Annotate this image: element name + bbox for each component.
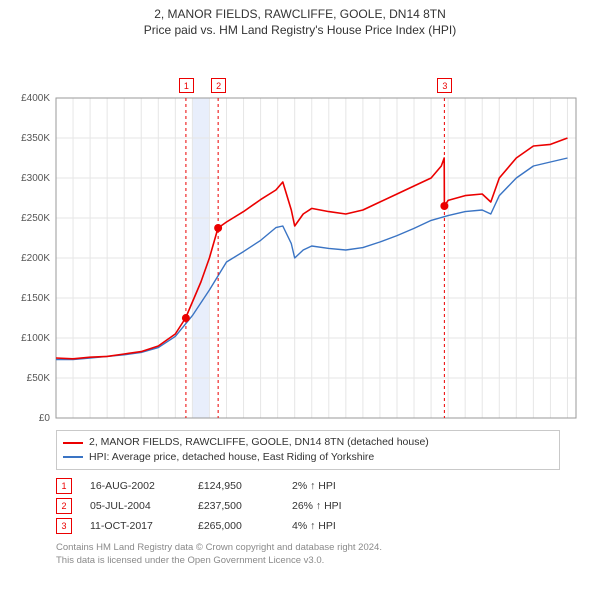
y-tick-label: £0 [39, 413, 51, 424]
chart-area: £0 £50K £100K £150K £200K £250K £300K £350K £400… [0, 44, 600, 424]
event-date: 11-OCT-2017 [90, 520, 180, 532]
event-date: 16-AUG-2002 [90, 480, 180, 492]
footer-line1: Contains HM Land Registry data © Crown c… [56, 542, 560, 555]
legend-swatch-2 [63, 456, 83, 458]
legend: 2, MANOR FIELDS, RAWCLIFFE, GOOLE, DN14 … [56, 430, 560, 469]
event-price: £265,000 [198, 520, 274, 532]
event-price: £124,950 [198, 480, 274, 492]
event-price: £237,500 [198, 500, 274, 512]
footer-line2: This data is licensed under the Open Gov… [56, 555, 560, 568]
line-chart: £0 £50K £100K £150K £200K £250K £300K £350K £400… [0, 44, 600, 424]
event-delta: 2% ↑ HPI [292, 480, 336, 492]
event-row: 2 05-JUL-2004 £237,500 26% ↑ HPI [56, 496, 560, 516]
y-tick-label: £200K [21, 253, 50, 264]
event-row: 1 16-AUG-2002 £124,950 2% ↑ HPI [56, 476, 560, 496]
y-tick-label: £100K [21, 333, 50, 344]
event-num: 2 [56, 498, 72, 514]
y-tick-label: £350K [21, 133, 50, 144]
event-date: 05-JUL-2004 [90, 500, 180, 512]
legend-row-1: 2, MANOR FIELDS, RAWCLIFFE, GOOLE, DN14 … [63, 435, 553, 450]
y-tick-label: £250K [21, 213, 50, 224]
y-tick-label: £50K [27, 373, 51, 384]
y-tick-label: £400K [21, 93, 50, 104]
legend-swatch-1 [63, 442, 83, 444]
legend-label-1: 2, MANOR FIELDS, RAWCLIFFE, GOOLE, DN14 … [89, 435, 429, 450]
legend-row-2: HPI: Average price, detached house, East… [63, 450, 553, 465]
sale-marker-label: 2 [211, 78, 226, 93]
sale-events: 1 16-AUG-2002 £124,950 2% ↑ HPI 2 05-JUL-2004… [56, 476, 560, 536]
y-tick-label: £150K [21, 293, 50, 304]
event-num: 1 [56, 478, 72, 494]
event-delta: 26% ↑ HPI [292, 500, 342, 512]
attribution: Contains HM Land Registry data © Crown c… [56, 542, 560, 568]
chart-title: 2, MANOR FIELDS, RAWCLIFFE, GOOLE, DN14 … [0, 0, 600, 38]
legend-label-2: HPI: Average price, detached house, East… [89, 450, 374, 465]
event-num: 3 [56, 518, 72, 534]
title-line2: Price paid vs. HM Land Registry's House … [0, 22, 600, 38]
event-row: 3 11-OCT-2017 £265,000 4% ↑ HPI [56, 516, 560, 536]
y-tick-label: £300K [21, 173, 50, 184]
sale-marker-label: 3 [437, 78, 452, 93]
sale-marker-label: 1 [179, 78, 194, 93]
title-line1: 2, MANOR FIELDS, RAWCLIFFE, GOOLE, DN14 … [0, 6, 600, 22]
event-delta: 4% ↑ HPI [292, 520, 336, 532]
